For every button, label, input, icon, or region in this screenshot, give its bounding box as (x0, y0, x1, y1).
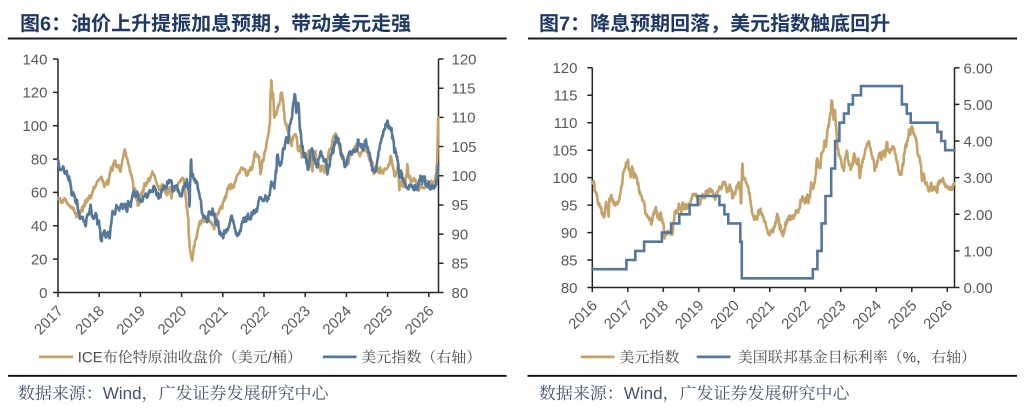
svg-text:115: 115 (452, 81, 476, 98)
svg-text:110: 110 (452, 110, 476, 127)
svg-text:115: 115 (554, 88, 578, 105)
svg-text:0: 0 (39, 285, 47, 302)
svg-text:90: 90 (452, 226, 469, 243)
svg-text:0.00: 0.00 (964, 280, 993, 297)
svg-text:95: 95 (452, 197, 469, 214)
svg-text:80: 80 (31, 151, 48, 168)
svg-text:105: 105 (452, 139, 477, 156)
svg-text:100: 100 (552, 170, 577, 187)
svg-text:6.00: 6.00 (964, 60, 993, 77)
svg-text:100: 100 (452, 168, 477, 185)
svg-text:120: 120 (22, 85, 47, 102)
svg-text:4.00: 4.00 (964, 134, 993, 151)
svg-text:20: 20 (31, 251, 48, 268)
svg-text:80: 80 (452, 285, 469, 302)
svg-text:105: 105 (552, 143, 577, 160)
svg-text:140: 140 (22, 51, 47, 68)
svg-text:85: 85 (452, 256, 469, 273)
svg-text:1.00: 1.00 (964, 244, 993, 261)
svg-text:60: 60 (31, 185, 48, 202)
svg-text:120: 120 (552, 60, 577, 77)
svg-text:100: 100 (22, 118, 47, 135)
svg-text:85: 85 (561, 252, 578, 269)
svg-text:5.00: 5.00 (964, 97, 993, 114)
svg-text:90: 90 (561, 225, 578, 242)
svg-text:80: 80 (561, 280, 578, 297)
svg-text:2.00: 2.00 (964, 207, 993, 224)
svg-text:40: 40 (31, 218, 48, 235)
svg-text:120: 120 (452, 51, 477, 68)
svg-text:3.00: 3.00 (964, 170, 993, 187)
svg-text:95: 95 (561, 197, 578, 214)
svg-text:110: 110 (554, 115, 578, 132)
